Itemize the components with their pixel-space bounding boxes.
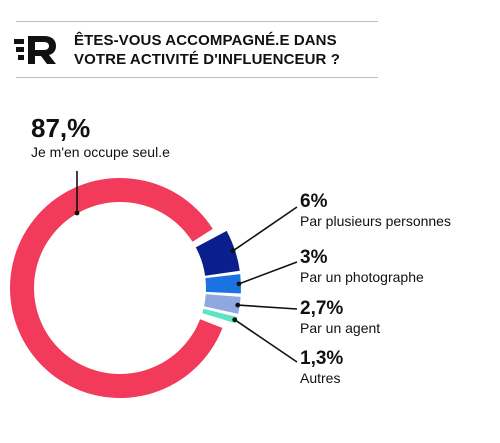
name-plusieurs: Par plusieurs personnes <box>300 213 451 229</box>
value-agent: 2,7% <box>300 298 344 319</box>
slice-agent <box>204 294 241 314</box>
bottom-rule <box>16 77 378 78</box>
name-photographe: Par un photographe <box>300 269 424 285</box>
top-rule <box>16 21 378 22</box>
slice-plusieurs <box>195 230 240 276</box>
slice-autres <box>202 308 238 324</box>
label-autres: 1,3% Autres <box>300 348 343 387</box>
label-agent: 2,7% Par un agent <box>300 298 380 337</box>
leader-line-autres <box>234 319 298 363</box>
leader-line-agent <box>237 304 298 310</box>
title-line-2: VOTRE ACTIVITÉ D'INFLUENCEUR ? <box>74 51 341 68</box>
leader-line-plusieurs <box>232 206 298 252</box>
name-seul: Je m'en occupe seul.e <box>31 144 170 160</box>
leader-line-photographe <box>238 261 298 285</box>
brand-logo-icon <box>14 36 56 64</box>
label-photographe: 3% Par un photographe <box>300 247 424 286</box>
value-plusieurs: 6% <box>300 191 328 212</box>
chart-title: ÊTES-VOUS ACCOMPAGNÉ.E DANS VOTRE ACTIVI… <box>74 31 384 69</box>
value-photographe: 3% <box>300 247 328 268</box>
leader-dot-agent <box>235 302 241 308</box>
slice-seul <box>9 178 223 398</box>
leader-dot-photographe <box>236 281 242 287</box>
slice-photographe <box>205 274 241 294</box>
value-seul: 87,% <box>31 113 91 143</box>
leader-dot-plusieurs <box>230 248 236 254</box>
value-autres: 1,3% <box>300 348 344 369</box>
name-agent: Par un agent <box>300 320 381 336</box>
leader-dot-autres <box>232 317 238 323</box>
label-seul: 87,% Je m'en occupe seul.e <box>31 113 170 161</box>
name-autres: Autres <box>300 370 341 386</box>
title-line-1: ÊTES-VOUS ACCOMPAGNÉ.E DANS <box>74 32 337 49</box>
leader-dot-seul <box>74 210 80 216</box>
label-plusieurs: 6% Par plusieurs personnes <box>300 191 451 230</box>
